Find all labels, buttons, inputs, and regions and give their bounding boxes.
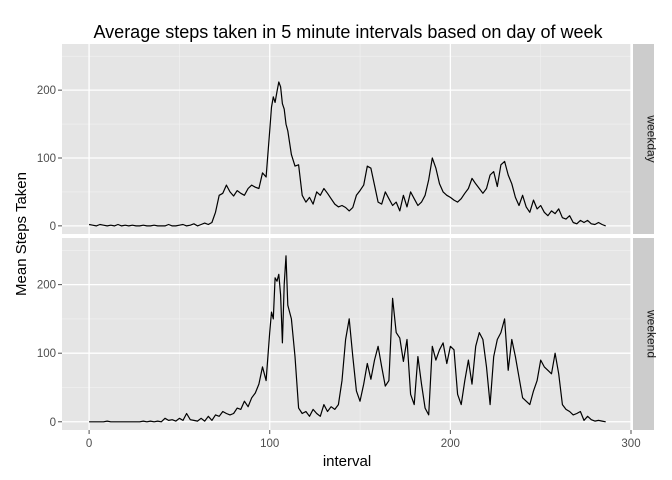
chart-panels: 0 100 200 weekday 0 100 200 weekend 0 100 200 300 — [37, 44, 659, 450]
series-line-weekday — [88, 81, 606, 227]
y-tick-label: 100 — [37, 348, 56, 360]
panel-weekend: 0 100 200 weekend — [37, 238, 659, 430]
y-tick-label: 100 — [37, 153, 56, 165]
x-tick-label: 300 — [621, 438, 640, 450]
y-tick-label: 0 — [50, 221, 56, 233]
facet-strip-label: weekday — [645, 114, 659, 162]
facet-strip — [633, 44, 654, 234]
facet-strip-label: weekend — [645, 309, 659, 358]
facet-strip — [633, 238, 654, 430]
y-tick-label: 200 — [37, 280, 56, 292]
x-axis-title: interval — [323, 453, 371, 470]
x-tick-label: 200 — [441, 438, 460, 450]
series-line-weekend — [89, 255, 606, 423]
y-tick-label: 200 — [37, 85, 56, 97]
chart-title: Average steps taken in 5 minute interval… — [94, 22, 604, 42]
y-axis-title: Mean Steps Taken — [13, 172, 30, 296]
panel-weekday: 0 100 200 weekday — [37, 44, 659, 234]
x-tick-label: 0 — [86, 438, 92, 450]
panel-background — [62, 44, 631, 234]
y-tick-label: 0 — [50, 417, 56, 429]
x-tick-label: 100 — [260, 438, 279, 450]
